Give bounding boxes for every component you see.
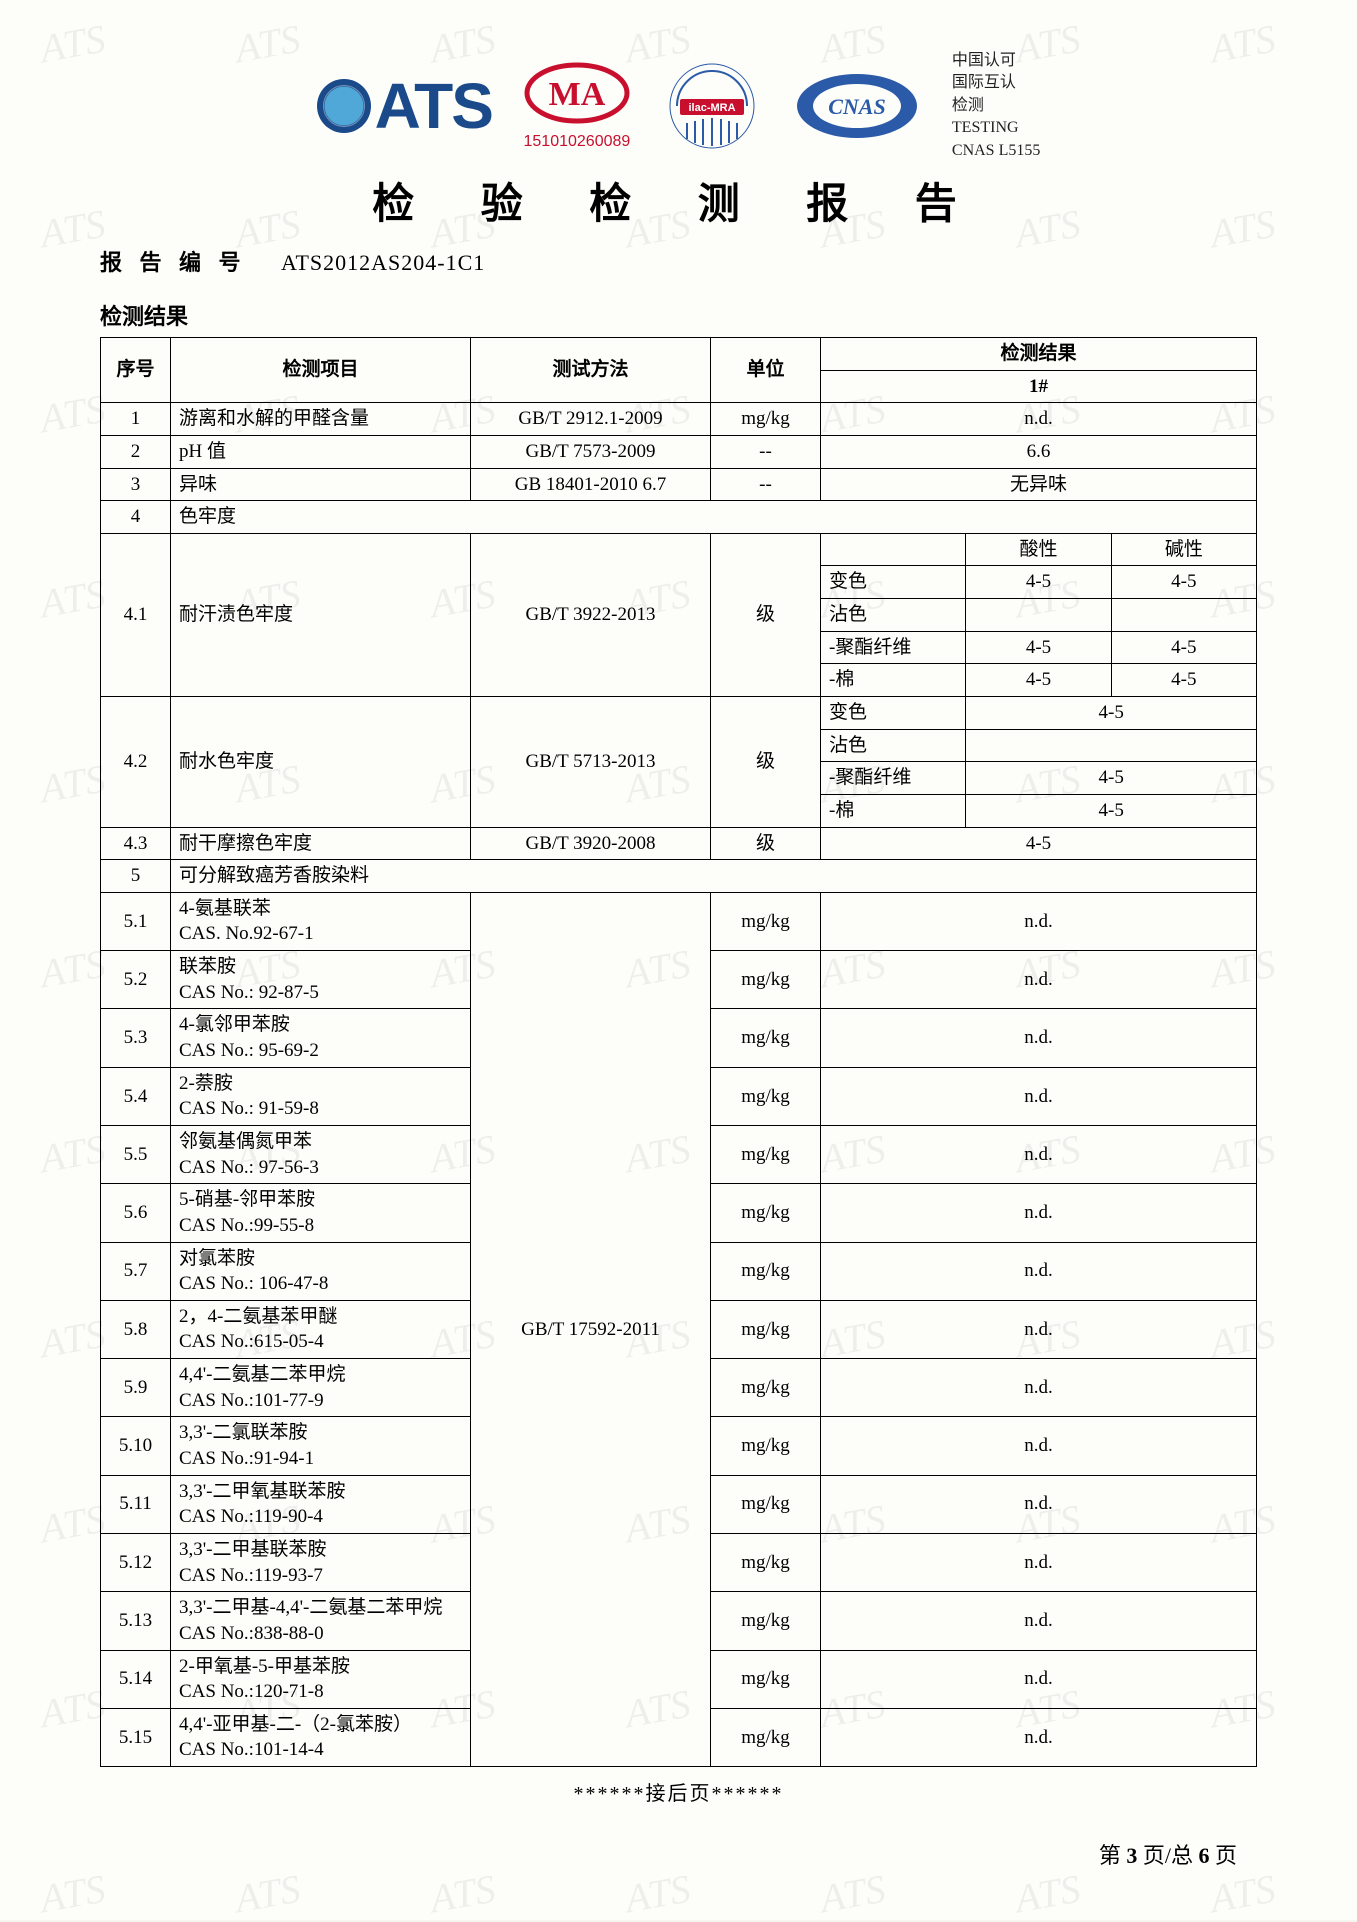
logo-text: ATS bbox=[375, 69, 492, 143]
table-row: 4.1耐汗渍色牢度GB/T 3922-2013级酸性碱性 bbox=[101, 533, 1257, 566]
report-number: 报 告 编 号 ATS2012AS204-1C1 bbox=[100, 245, 1257, 277]
cell-method: GB/T 2912.1-2009 bbox=[471, 403, 711, 436]
table-row: 3异味GB 18401-2010 6.7--无异味 bbox=[101, 468, 1257, 501]
table-header-row: 序号 检测项目 测试方法 单位 检测结果 bbox=[101, 337, 1257, 370]
cell-method: GB/T 17592-2011 bbox=[471, 892, 711, 1766]
report-no-value: ATS2012AS204-1C1 bbox=[281, 250, 485, 275]
cnas-line: 中国认可 bbox=[952, 50, 1040, 72]
col-result: 检测结果 bbox=[821, 337, 1257, 370]
ma-number: 151010260089 bbox=[522, 133, 632, 151]
table-row: 2pH 值GB/T 7573-2009--6.6 bbox=[101, 435, 1257, 468]
cell-method: GB/T 7573-2009 bbox=[471, 435, 711, 468]
footer-text: 页/总 bbox=[1137, 1843, 1198, 1868]
ats-logo: ATS bbox=[317, 69, 492, 143]
cell-item: 联苯胺CAS No.: 92-87-5 bbox=[171, 951, 471, 1009]
cell-result: n.d. bbox=[821, 403, 1257, 436]
cell-item: 5-硝基-邻甲苯胺CAS No.:99-55-8 bbox=[171, 1184, 471, 1242]
cell-no: 3 bbox=[101, 468, 171, 501]
col-method: 测试方法 bbox=[471, 337, 711, 402]
cell-item: 3,3'-二氯联苯胺CAS No.:91-94-1 bbox=[171, 1417, 471, 1475]
table-row: 4.2耐水色牢度GB/T 5713-2013级变色4-5 bbox=[101, 697, 1257, 730]
footer-text: 第 bbox=[1099, 1843, 1127, 1868]
table-row: 1游离和水解的甲醛含量GB/T 2912.1-2009mg/kgn.d. bbox=[101, 403, 1257, 436]
cell-item: pH 值 bbox=[171, 435, 471, 468]
cell-result: 6.6 bbox=[821, 435, 1257, 468]
report-no-label: 报 告 编 号 bbox=[100, 250, 247, 275]
cell-item: 2，4-二氨基苯甲醚CAS No.:615-05-4 bbox=[171, 1300, 471, 1358]
cell-item: 2-甲氧基-5-甲基苯胺CAS No.:120-71-8 bbox=[171, 1650, 471, 1708]
cell-item: 4,4'-亚甲基-二-（2-氯苯胺）CAS No.:101-14-4 bbox=[171, 1708, 471, 1766]
cnas-line: CNAS L5155 bbox=[952, 140, 1040, 162]
section-title: 检测结果 bbox=[100, 299, 1257, 331]
cell-no: 2 bbox=[101, 435, 171, 468]
cell-unit: -- bbox=[711, 435, 821, 468]
cell-item: 对氯苯胺CAS No.: 106-47-8 bbox=[171, 1242, 471, 1300]
cnas-text: 中国认可 国际互认 检测 TESTING CNAS L5155 bbox=[952, 50, 1040, 162]
result-table: 序号 检测项目 测试方法 单位 检测结果 1# 1游离和水解的甲醛含量GB/T … bbox=[100, 337, 1257, 1767]
cell-method: GB 18401-2010 6.7 bbox=[471, 468, 711, 501]
globe-icon bbox=[317, 79, 371, 133]
col-item: 检测项目 bbox=[171, 337, 471, 402]
table-row: 4.3耐干摩擦色牢度GB/T 3920-2008级4-5 bbox=[101, 827, 1257, 860]
table-row: 5.14-氨基联苯CAS. No.92-67-1GB/T 17592-2011m… bbox=[101, 892, 1257, 950]
svg-text:CNAS: CNAS bbox=[828, 94, 885, 119]
cell-unit: mg/kg bbox=[711, 403, 821, 436]
cell-item: 4-氯邻甲苯胺CAS No.: 95-69-2 bbox=[171, 1009, 471, 1067]
table-row: 5可分解致癌芳香胺染料 bbox=[101, 860, 1257, 893]
header: ATS MA 151010260089 ilac-MRA bbox=[100, 50, 1257, 162]
cell-item: 3,3'-二甲基-4,4'-二氨基二苯甲烷CAS No.:838-88-0 bbox=[171, 1592, 471, 1650]
page-total: 6 bbox=[1198, 1843, 1209, 1868]
cnas-logo: CNAS bbox=[792, 70, 922, 142]
page-current: 3 bbox=[1126, 1843, 1137, 1868]
cell-item: 游离和水解的甲醛含量 bbox=[171, 403, 471, 436]
page-footer: 第 3 页/总 6 页 bbox=[1099, 1838, 1237, 1870]
footer-text: 页 bbox=[1209, 1843, 1237, 1868]
page: ATSATSATSATSATSATSATSATSATSATSATSATSATSA… bbox=[0, 0, 1357, 1920]
continue-text: ******接后页****** bbox=[100, 1777, 1257, 1806]
cell-item: 2-萘胺CAS No.: 91-59-8 bbox=[171, 1067, 471, 1125]
cnas-line: 检测 bbox=[952, 95, 1040, 117]
cell-item: 异味 bbox=[171, 468, 471, 501]
cell-unit: -- bbox=[711, 468, 821, 501]
cell-item: 4,4'-二氨基二苯甲烷CAS No.:101-77-9 bbox=[171, 1359, 471, 1417]
col-result-sub: 1# bbox=[821, 370, 1257, 403]
cell-item: 3,3'-二甲氧基联苯胺CAS No.:119-90-4 bbox=[171, 1475, 471, 1533]
cell-no: 1 bbox=[101, 403, 171, 436]
table-row: 4色牢度 bbox=[101, 501, 1257, 534]
ma-logo: MA 151010260089 bbox=[522, 61, 632, 151]
cell-result: 无异味 bbox=[821, 468, 1257, 501]
cell-item: 邻氨基偶氮甲苯CAS No.: 97-56-3 bbox=[171, 1125, 471, 1183]
page-title: 检 验 检 测 报 告 bbox=[100, 170, 1257, 231]
col-unit: 单位 bbox=[711, 337, 821, 402]
col-no: 序号 bbox=[101, 337, 171, 402]
svg-text:ilac-MRA: ilac-MRA bbox=[688, 102, 735, 114]
ilac-logo: ilac-MRA bbox=[662, 61, 762, 151]
cnas-line: TESTING bbox=[952, 117, 1040, 139]
cell-item: 4-氨基联苯CAS. No.92-67-1 bbox=[171, 892, 471, 950]
cell-item: 3,3'-二甲基联苯胺CAS No.:119-93-7 bbox=[171, 1533, 471, 1591]
cnas-line: 国际互认 bbox=[952, 72, 1040, 94]
svg-text:MA: MA bbox=[549, 76, 606, 113]
